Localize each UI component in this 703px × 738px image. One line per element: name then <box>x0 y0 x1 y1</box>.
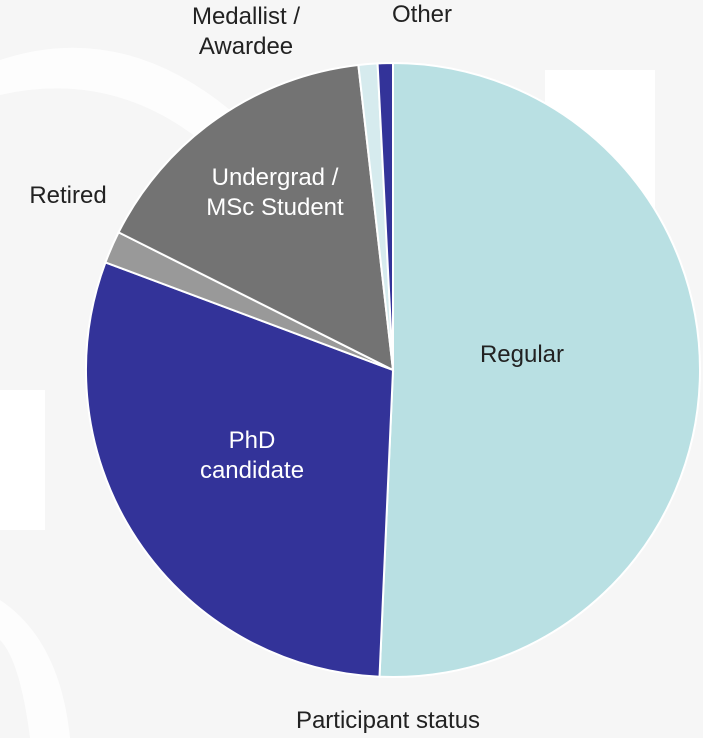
slice-label-line: Retired <box>29 182 106 209</box>
chart-title: Participant status <box>296 707 480 734</box>
slice-label-line: Undergrad / <box>212 164 339 191</box>
pie-slice <box>376 61 394 371</box>
pie <box>85 61 702 678</box>
slice-label-line: Awardee <box>199 33 293 60</box>
slice-label-line: Medallist / <box>192 3 300 30</box>
pie-slice <box>378 61 702 678</box>
slice-label: Medallist / Awardee <box>192 3 300 60</box>
slice-label: Regular <box>480 341 564 368</box>
slice-label-line: candidate <box>200 457 304 484</box>
slice-label: Undergrad / MSc Student <box>206 164 344 221</box>
slice-label-line: MSc Student <box>206 194 344 221</box>
slice-label-line: PhD <box>229 427 276 454</box>
labels: Regular PhD candidate Retired Undergrad / MSc… <box>29 1 564 484</box>
slice-label: Retired <box>29 182 106 209</box>
slice-label-line: Regular <box>480 341 564 368</box>
slice-label: PhD candidate <box>200 427 304 484</box>
slice-label: Other <box>392 1 452 28</box>
pie-slice <box>117 63 395 372</box>
pie-slice <box>85 261 395 678</box>
slice-label-line: Other <box>392 1 452 28</box>
